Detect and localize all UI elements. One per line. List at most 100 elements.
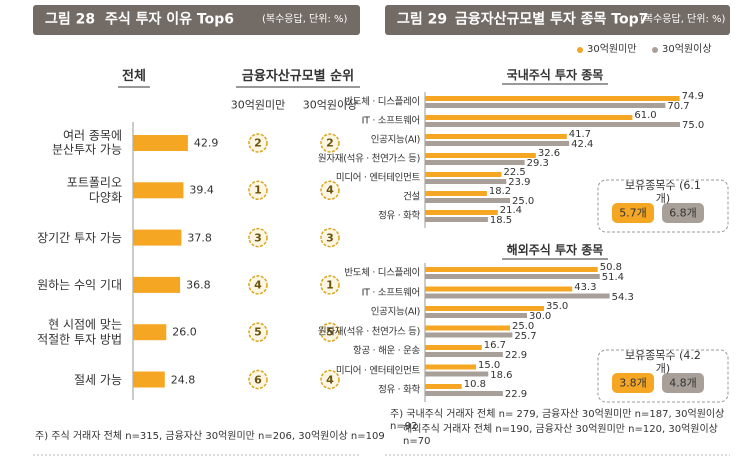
figure-label: 그림 28	[45, 11, 96, 28]
category-label: 인공지능(AI)	[370, 306, 421, 318]
value-label: 25.0	[512, 196, 535, 207]
rank-number: 3	[326, 231, 334, 244]
holdings-box	[597, 349, 729, 403]
figure-title: 주식 투자 이유 Top6	[105, 11, 234, 28]
value-label: 70.7	[667, 101, 690, 112]
value-label: 18.6	[490, 369, 513, 381]
value-label: 29.3	[526, 158, 549, 169]
category-label: 원자재(석유 · 천연가스 등)	[317, 153, 420, 165]
bar	[133, 229, 182, 246]
figure-label: 그림 29	[397, 11, 448, 28]
value-label: 18.5	[489, 215, 513, 226]
rank-number: 4	[326, 183, 334, 197]
holdings-value: 5.7개	[619, 206, 647, 220]
category-label: 원자재(석유 · 천연가스 등)	[317, 325, 420, 337]
bar	[425, 210, 498, 215]
holdings-title: 보유종목수 (6.1개)	[625, 178, 701, 205]
bar	[425, 217, 488, 222]
value-label: 35.0	[546, 301, 569, 312]
bar	[425, 293, 610, 299]
value-label: 22.9	[504, 350, 528, 361]
rank-number: 2	[326, 136, 334, 150]
bar	[425, 325, 510, 331]
holdings-pill	[662, 373, 704, 393]
bar	[425, 364, 476, 370]
rank-number: 4	[254, 278, 262, 292]
category-label: 정유 · 화학	[378, 210, 420, 222]
bar	[425, 384, 462, 389]
value-label: 50.8	[599, 262, 622, 273]
bar	[425, 371, 489, 377]
rank-badge	[248, 322, 268, 342]
rank-badge	[320, 322, 340, 342]
rank-badge	[320, 180, 340, 201]
value-label: 41.7	[568, 129, 592, 140]
footnote: 주) 국내주식 거래자 전체 n= 279, 금융자산 30억원미만 n=187…	[390, 409, 725, 432]
category-label: 절세 가능	[74, 372, 122, 387]
rank-badge	[248, 227, 268, 248]
category-label: 미디어 · 엔터테인먼트	[335, 172, 420, 184]
header-band	[385, 5, 730, 35]
chart-title: 전체	[122, 69, 146, 85]
category-label: IT · 소프트웨어	[361, 286, 421, 298]
value-label: 75.0	[682, 120, 705, 131]
rank-number: 3	[254, 231, 262, 244]
value-label: 30.0	[529, 311, 552, 322]
value-label: 25.7	[514, 330, 537, 342]
bar	[425, 391, 503, 396]
legend-swatch	[577, 47, 583, 53]
legend-swatch	[652, 47, 658, 53]
bar	[425, 134, 567, 139]
bar	[425, 103, 666, 108]
category-label: 정유 · 화학	[378, 384, 420, 396]
rank-number: 6	[254, 372, 262, 386]
category-label: 반도체 · 디스플레이	[344, 96, 420, 108]
value-label: 22.9	[504, 389, 528, 400]
chart-title: 국내주식 투자 종목	[506, 67, 604, 82]
category-label: 원하는 수익 기대	[37, 277, 122, 292]
bar	[425, 96, 680, 101]
value-label: 36.8	[186, 278, 211, 292]
value-label: 43.3	[574, 281, 597, 293]
bar	[425, 274, 600, 279]
value-label: 21.4	[499, 205, 523, 216]
value-label: 25.0	[512, 320, 535, 332]
category-label: 항공 · 해운 · 운송	[353, 345, 420, 357]
figure-note: (복수응답, 단위: %)	[262, 14, 348, 25]
holdings-title: 보유종목수 (4.2개)	[625, 348, 701, 375]
rank-number: 1	[326, 278, 334, 292]
bar	[425, 352, 503, 357]
category-label: 미디어 · 엔터테인먼트	[335, 364, 420, 376]
rank-number: 5	[326, 325, 334, 339]
footnote: 해외주식 거래자 전체 n=190, 금융자산 30억원미만 n=120, 30…	[403, 424, 718, 447]
figure-note: (복수응답, 단위: %)	[640, 14, 726, 25]
rank-badge	[320, 275, 340, 295]
value-label: 37.8	[187, 231, 212, 244]
bar	[425, 141, 570, 146]
chart-title: 해외주식 투자 종목	[506, 242, 604, 257]
value-label: 42.9	[193, 136, 219, 150]
bar	[425, 179, 507, 184]
rank-number: 2	[254, 136, 262, 150]
value-label: 26.0	[172, 325, 197, 339]
value-label: 16.7	[483, 340, 507, 351]
rank-header: 금융자산규모별 순위	[241, 69, 355, 85]
value-label: 18.2	[488, 186, 512, 197]
rank-number: 1	[254, 183, 262, 197]
bar	[425, 306, 544, 311]
value-label: 51.4	[601, 272, 625, 283]
rank-badge	[248, 369, 268, 390]
holdings-value: 6.8개	[669, 206, 697, 220]
category-label: 현 시점에 맞는 적절한 투자 방법	[37, 317, 122, 347]
rank-column: 30억원미만	[230, 98, 286, 112]
bar	[425, 267, 598, 272]
category-label: 장기간 투자 가능	[37, 230, 122, 245]
value-label: 61.0	[634, 110, 657, 121]
value-label: 54.3	[611, 291, 634, 303]
rank-badge	[248, 180, 268, 201]
rank-badge	[248, 275, 268, 295]
bar	[425, 122, 680, 127]
value-label: 42.4	[571, 139, 594, 150]
value-label: 74.9	[681, 91, 704, 102]
